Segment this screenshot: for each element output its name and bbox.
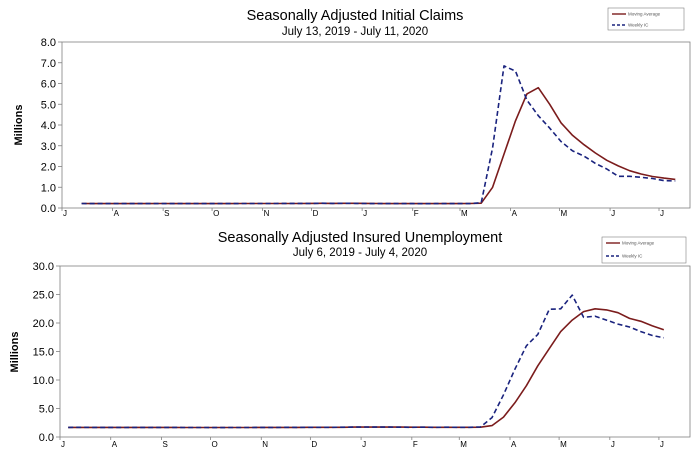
legend-entry: Moving Average: [622, 241, 655, 246]
y-tick-label: 0.0: [41, 203, 56, 215]
legend: Moving Average Weekly IC: [601, 236, 687, 264]
y-tick-label: 25.0: [33, 290, 54, 302]
legend: Moving Average Weekly IC: [607, 7, 685, 31]
y-tick-label: 15.0: [33, 347, 54, 359]
x-tick-label: J: [61, 440, 65, 449]
chart-1: Seasonally Adjusted Initial Claims July 1…: [13, 7, 691, 218]
legend-entry: Weekly IC: [628, 23, 649, 28]
x-tick-label: A: [114, 209, 120, 218]
y-tick-label: 4.0: [41, 120, 56, 132]
chart-subtitle: July 6, 2019 - July 4, 2020: [293, 247, 427, 259]
x-tick-label: M: [460, 440, 467, 449]
x-tick-label: D: [311, 440, 317, 449]
x-tick-label: F: [413, 440, 418, 449]
series-line-moving-average: [68, 307, 665, 429]
chart-subtitle: July 13, 2019 - July 11, 2020: [282, 26, 428, 38]
y-tick-label: 5.0: [39, 404, 54, 416]
x-tick-label: N: [262, 440, 268, 449]
legend-entry: Moving Average: [628, 12, 661, 17]
chart-title: Seasonally Adjusted Initial Claims: [247, 8, 464, 24]
series-line-weekly-ic: [81, 65, 676, 205]
series-line-weekly-ic: [68, 294, 664, 429]
y-tick-label: 3.0: [41, 141, 56, 153]
x-tick-label: D: [313, 209, 319, 218]
chart-title: Seasonally Adjusted Insured Unemployment: [218, 230, 503, 246]
x-tick-label: O: [213, 209, 219, 218]
legend-box: [607, 7, 685, 31]
x-tick-label: J: [363, 209, 367, 218]
x-tick-label: A: [112, 440, 118, 449]
y-tick-label: 2.0: [41, 162, 56, 174]
legend-entry: Weekly IC: [622, 254, 643, 259]
y-tick-label: 20.0: [33, 318, 54, 330]
x-tick-label: A: [512, 209, 518, 218]
x-tick-label: F: [414, 209, 419, 218]
y-axis-label: Millions: [9, 332, 21, 373]
y-tick-label: 5.0: [41, 99, 56, 111]
y-tick-label: 10.0: [33, 375, 54, 387]
x-tick-label: J: [611, 209, 615, 218]
legend-box: [601, 236, 687, 264]
x-tick-label: N: [264, 209, 270, 218]
series-line-moving-average: [81, 86, 676, 205]
x-tick-label: J: [63, 209, 67, 218]
y-axis-label: Millions: [13, 105, 25, 146]
x-tick-label: S: [162, 440, 167, 449]
x-tick-label: O: [212, 440, 218, 449]
y-tick-label: 0.0: [39, 432, 54, 444]
x-tick-label: J: [611, 440, 615, 449]
y-tick-label: 8.0: [41, 37, 56, 49]
x-tick-label: M: [461, 209, 468, 218]
x-tick-label: J: [660, 209, 664, 218]
chart-2: Seasonally Adjusted Insured Unemployment…: [9, 230, 691, 449]
y-tick-label: 7.0: [41, 58, 56, 70]
y-tick-label: 30.0: [33, 261, 54, 273]
y-tick-label: 1.0: [41, 182, 56, 194]
plot-frame: [59, 265, 691, 438]
x-tick-label: J: [660, 440, 664, 449]
x-tick-label: A: [511, 440, 517, 449]
x-tick-label: M: [560, 440, 567, 449]
plot-frame: [61, 41, 691, 209]
y-tick-label: 6.0: [41, 79, 56, 91]
x-tick-label: M: [561, 209, 568, 218]
x-tick-label: J: [362, 440, 366, 449]
x-tick-label: S: [164, 209, 169, 218]
